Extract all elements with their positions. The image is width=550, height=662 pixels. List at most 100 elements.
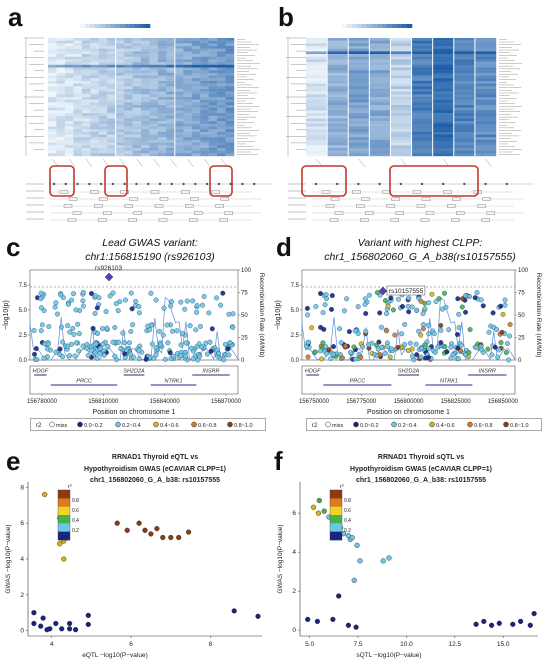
heatmap-cell: [411, 97, 433, 100]
heatmap-cell: [174, 86, 184, 90]
heatmap-cell: [306, 62, 328, 66]
heatmap-cell: [174, 147, 184, 151]
y2-tick-label: 100: [518, 268, 529, 274]
heatmap-cell: [115, 43, 125, 47]
legend-swatch: [391, 421, 397, 428]
color-key-cell: [80, 24, 86, 28]
color-key-cell: [377, 24, 383, 28]
heatmap-cell: [348, 129, 370, 133]
snp-point: [38, 290, 44, 296]
heatmap-cell: [115, 131, 125, 135]
heatmap-cell: [98, 59, 108, 63]
heatmap-cell: [56, 147, 66, 151]
heatmap-cell: [90, 48, 99, 52]
snp-point: [112, 325, 118, 330]
heatmap-cell: [432, 142, 454, 146]
heatmap-cell: [64, 118, 74, 122]
heatmap-cell: [225, 121, 235, 125]
heatmap-cell: [411, 59, 433, 63]
heatmap-cell: [166, 153, 176, 157]
heatmap-cell: [348, 48, 370, 52]
snp-point: [170, 328, 176, 334]
snp-point: [442, 344, 448, 350]
y-axis-label: −log10(p): [3, 300, 10, 330]
heatmap-cell: [149, 64, 159, 68]
snp-point: [402, 342, 408, 347]
snp-point: [448, 344, 454, 350]
heatmap-cell: [191, 94, 201, 98]
heatmap-cell: [411, 72, 433, 76]
column-label-mark: [153, 158, 160, 168]
heatmap-cell: [73, 80, 83, 84]
heatmap-cell: [141, 67, 150, 71]
snp-point: [455, 345, 461, 351]
heatmap-cell: [348, 40, 370, 44]
exon-box: [98, 218, 107, 222]
heatmap-cell: [225, 153, 235, 157]
heatmap-cell: [208, 40, 218, 44]
heatmap-cell: [200, 99, 209, 103]
heatmap-cell: [141, 142, 150, 146]
heatmap-cell: [208, 62, 218, 66]
heatmap-cell: [327, 54, 349, 57]
heatmap-cell: [73, 88, 83, 92]
heatmap-cell: [115, 91, 125, 95]
heatmap-cell: [157, 78, 167, 82]
exon-box: [103, 211, 112, 215]
heatmap-cell: [56, 62, 66, 66]
heatmap-cell: [48, 147, 57, 151]
y2-tick-label: 0: [518, 358, 522, 364]
heatmap-cell: [48, 78, 57, 82]
y-tick-label: 0.0: [19, 358, 28, 364]
heatmap-cell: [90, 150, 99, 154]
heatmap-cell: [174, 137, 184, 141]
snp-point: [92, 350, 98, 356]
heatmap-cell: [81, 118, 91, 122]
heatmap-cell: [453, 110, 476, 114]
heatmap-cell: [217, 40, 226, 44]
heatmap-cell: [411, 40, 433, 44]
heatmap-cell: [174, 91, 184, 95]
heatmap-cell: [474, 145, 497, 149]
data-point: [351, 577, 357, 584]
heatmap-cell: [306, 137, 328, 141]
heatmap-cell: [411, 115, 433, 119]
heatmap-cell: [157, 83, 167, 87]
x-axis-label: Position on chromosome 1: [367, 409, 450, 416]
heatmap-cell: [348, 94, 370, 98]
heatmap-cell: [306, 64, 328, 68]
heatmap-cell: [115, 110, 125, 114]
heatmap-cell: [183, 43, 192, 47]
heatmap-cell: [327, 137, 349, 141]
heatmap-cell: [157, 121, 167, 125]
heatmap-cell: [217, 51, 226, 55]
heatmap-cell: [327, 88, 349, 92]
legend-frame: [306, 418, 542, 431]
heatmap-cell: [90, 88, 99, 92]
heatmap-cell: [348, 150, 370, 154]
data-point: [531, 611, 537, 617]
heatmap-cell: [327, 147, 349, 151]
heatmap-cell: [191, 70, 201, 74]
exon-box: [361, 197, 370, 201]
heatmap-cell: [115, 70, 125, 74]
heatmap-cell: [149, 137, 159, 141]
exon-box: [330, 197, 340, 201]
transcript-dot: [194, 182, 197, 186]
heatmap-cell: [208, 105, 218, 108]
heatmap-cell: [453, 147, 476, 151]
heatmap-cell: [56, 145, 66, 149]
heatmap-cell: [208, 59, 218, 63]
transcript-dot: [88, 182, 91, 186]
color-key-cell: [367, 24, 373, 28]
data-point: [148, 531, 154, 537]
heatmap-cell: [166, 88, 176, 92]
heatmap-cell: [157, 131, 167, 135]
heatmap-cell: [225, 75, 235, 79]
snp-point: [329, 293, 335, 299]
heatmap-cell: [115, 48, 125, 52]
heatmap-cell: [453, 123, 476, 127]
heatmap-cell: [174, 70, 184, 74]
snp-point: [455, 356, 461, 362]
heatmap-cell: [81, 38, 91, 41]
